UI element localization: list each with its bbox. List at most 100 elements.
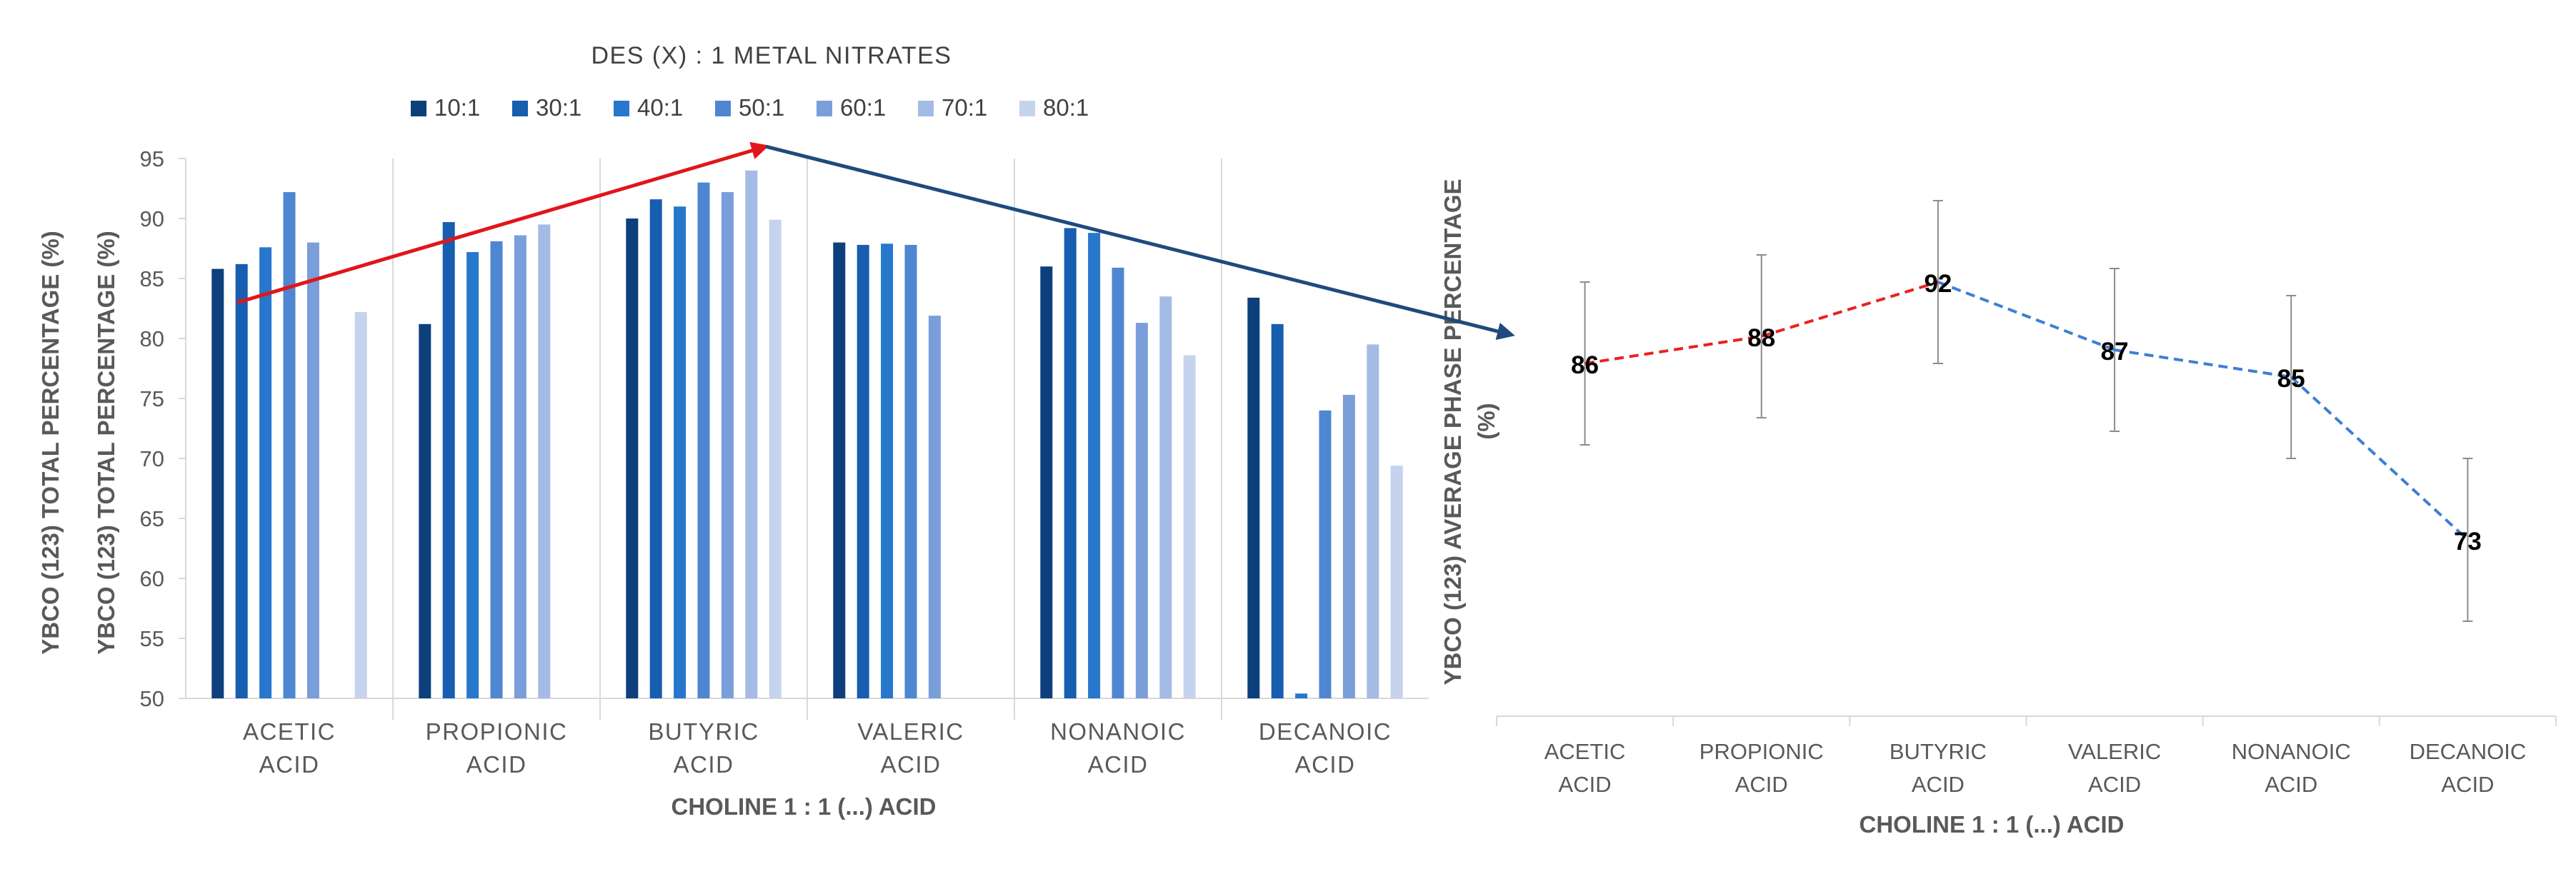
line-category-label: ACID	[1735, 772, 1788, 797]
bar	[674, 206, 687, 698]
line-segment	[1584, 335, 1762, 365]
legend: 10:1 30:1 40:1 50:1 60:1 70:1 80:1	[411, 94, 1089, 121]
line-x-axis-label: CHOLINE 1 : 1 (...) ACID	[1859, 811, 2125, 838]
bar	[490, 241, 503, 698]
bar	[745, 170, 758, 699]
bar	[833, 242, 846, 699]
bar-y-axis-label-outer: YBCO (123) TOTAL PERCENTAGE (%)	[37, 231, 64, 654]
legend-swatch	[918, 101, 934, 116]
bar	[1183, 355, 1196, 698]
line-category-label: ACID	[2265, 772, 2317, 797]
bar	[1064, 228, 1077, 698]
bar-y-tick-label: 50	[140, 686, 164, 711]
bar-y-tick-label: 60	[140, 566, 164, 591]
bar	[904, 244, 917, 699]
bar	[769, 219, 782, 698]
bar	[1088, 233, 1101, 698]
bar	[235, 263, 248, 699]
bar	[259, 247, 272, 698]
legend-entry-label: 70:1	[942, 94, 987, 121]
line-data-label: 92	[1924, 270, 1952, 298]
bar	[306, 242, 319, 699]
bar-y-tick-label: 80	[140, 326, 164, 351]
bar-x-axis-label: CHOLINE 1 : 1 (...) ACID	[672, 793, 937, 820]
legend-entry-label: 30:1	[536, 94, 581, 121]
bar-category-label: PROPIONIC	[426, 718, 568, 745]
bar	[1135, 323, 1148, 698]
legend-swatch	[817, 101, 832, 116]
bar-chart: 50 55 60 65 70 75 80 85 90 95 ACETIC ACID PROPIONIC A…	[140, 141, 1515, 778]
bar-category-label: BUTYRIC	[648, 718, 759, 745]
bar	[1271, 323, 1284, 699]
line-data-label: 86	[1571, 351, 1599, 379]
legend-entry-label: 10:1	[434, 94, 480, 121]
line-category-label: ACID	[1912, 772, 1965, 797]
line-segment	[1937, 281, 2115, 351]
trend-arrow	[236, 141, 769, 304]
bar-y-tick-label: 85	[140, 266, 164, 291]
line-category-label: NONANOIC	[2232, 739, 2351, 764]
line-segment	[2290, 376, 2469, 541]
bar	[419, 323, 431, 699]
bar	[466, 252, 479, 698]
bar-category-label: ACID	[674, 751, 734, 778]
bar	[697, 182, 710, 699]
line-category-label: ACID	[2441, 772, 2494, 797]
bar	[857, 244, 869, 699]
line-y-axis-label-2: (%)	[1473, 403, 1499, 439]
legend-swatch	[715, 101, 731, 116]
line-category-label: BUTYRIC	[1889, 739, 1987, 764]
bar-y-tick-label: 75	[140, 386, 164, 411]
legend-swatch	[1019, 101, 1035, 116]
bar-category-label: DECANOIC	[1259, 718, 1392, 745]
bar	[881, 243, 894, 698]
bar	[721, 192, 734, 698]
line-category-label: ACETIC	[1544, 739, 1626, 764]
legend-swatch	[614, 101, 629, 116]
bar-category-label: ACETIC	[243, 718, 336, 745]
bar-category-label: VALERIC	[857, 718, 964, 745]
line-category-label: DECANOIC	[2410, 739, 2527, 764]
bar	[928, 316, 941, 699]
bar-y-tick-label: 65	[140, 506, 164, 531]
line-data-label: 85	[2277, 365, 2305, 393]
line-segment	[1761, 281, 1939, 338]
line-category-label: ACID	[1559, 772, 1612, 797]
bar	[1295, 693, 1308, 698]
legend-swatch	[411, 101, 426, 116]
legend-title: DES (X) : 1 METAL NITRATES	[591, 42, 952, 69]
bar	[1367, 344, 1379, 698]
legend-entry-label: 40:1	[637, 94, 683, 121]
bar-category-label: ACID	[466, 751, 527, 778]
bar	[1159, 296, 1172, 698]
bar	[514, 235, 526, 698]
line-data-label: 87	[2101, 338, 2129, 366]
bar-y-tick-label: 70	[140, 446, 164, 471]
line-segment	[2114, 348, 2292, 378]
bar	[283, 192, 296, 698]
line-category-label: VALERIC	[2068, 739, 2161, 764]
legend-swatch	[512, 101, 528, 116]
line-category-label: PROPIONIC	[1699, 739, 1824, 764]
bar	[1319, 410, 1332, 698]
bar	[1390, 466, 1403, 698]
bar	[1040, 266, 1053, 698]
bar	[538, 224, 551, 698]
line-category-label: ACID	[2088, 772, 2141, 797]
line-data-label: 73	[2454, 528, 2482, 556]
bar	[1112, 267, 1124, 698]
bar-category-label: ACID	[881, 751, 942, 778]
bar-y-tick-label: 90	[140, 206, 164, 231]
line-data-label: 88	[1747, 324, 1775, 352]
bar-category-label: NONANOIC	[1050, 718, 1186, 745]
bar-category-label: ACID	[1295, 751, 1356, 778]
bar-y-tick-label: 55	[140, 626, 164, 651]
bar-y-tick-label: 95	[140, 146, 164, 171]
bar	[1247, 297, 1260, 698]
bar	[442, 222, 455, 698]
bar	[211, 268, 224, 698]
legend-entry-label: 80:1	[1043, 94, 1089, 121]
legend-entry-label: 60:1	[840, 94, 886, 121]
